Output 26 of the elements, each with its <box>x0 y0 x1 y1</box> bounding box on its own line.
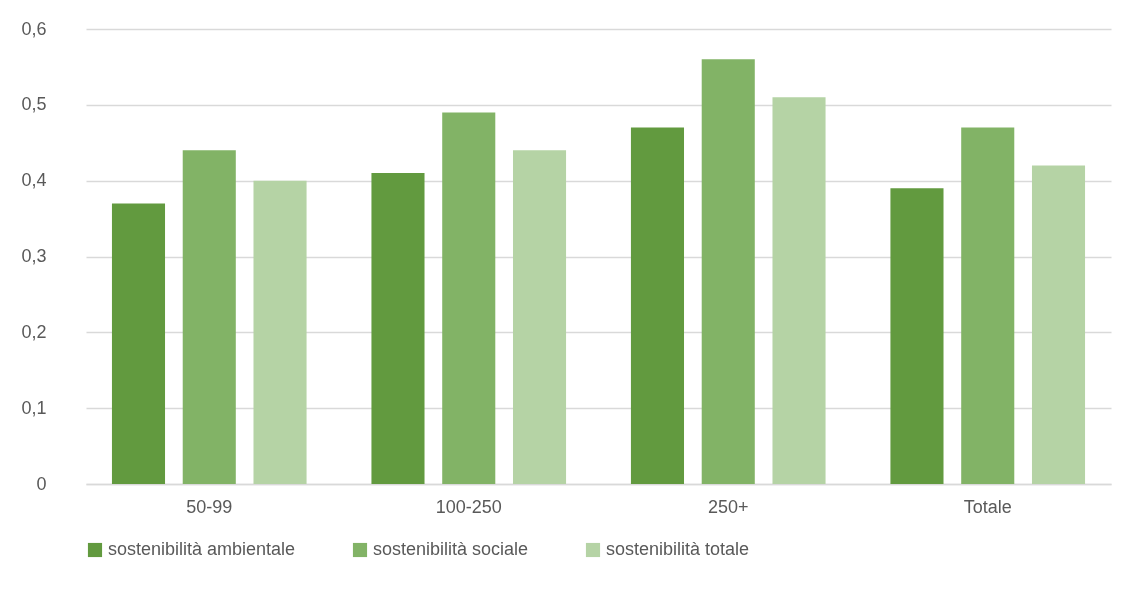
y-tick-label: 0,6 <box>21 18 47 39</box>
bar <box>630 127 685 484</box>
bar <box>890 188 944 484</box>
y-tick-label: 0,4 <box>21 170 47 191</box>
x-tick-label: Totale <box>963 496 1012 517</box>
y-tick-label: 0,1 <box>21 397 47 418</box>
y-tick-label: 0,2 <box>21 321 47 342</box>
bar <box>772 97 826 484</box>
bar <box>1031 165 1086 484</box>
bar <box>442 112 496 484</box>
bar <box>961 127 1015 484</box>
bar <box>182 150 236 484</box>
bar <box>253 180 307 484</box>
bar <box>371 173 425 484</box>
bar <box>701 59 755 484</box>
bar <box>512 150 567 484</box>
legend-label: sostenibilità sociale <box>373 539 529 559</box>
y-tick-label: 0,5 <box>21 94 47 115</box>
bar <box>111 203 166 484</box>
x-tick-label: 50-99 <box>186 496 233 517</box>
legend-label: sostenibilità ambientale <box>108 539 296 559</box>
y-tick-label: 0,3 <box>21 246 47 266</box>
x-tick-label: 250+ <box>707 496 749 517</box>
legend-label: sostenibilità totale <box>606 539 750 559</box>
y-tick-label: 0 <box>36 473 47 494</box>
x-tick-label: 100-250 <box>435 496 502 517</box>
